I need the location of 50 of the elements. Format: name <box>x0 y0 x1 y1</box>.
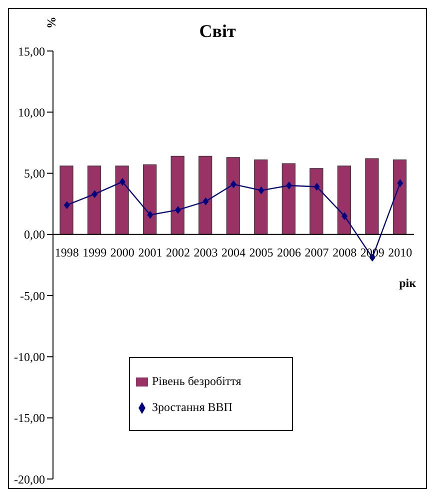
point <box>314 182 320 191</box>
bar <box>87 166 102 235</box>
bar <box>170 156 184 235</box>
y-tick-label: 0,00 <box>24 228 45 242</box>
point <box>202 197 209 206</box>
bar <box>365 158 379 235</box>
point <box>258 186 264 194</box>
bar <box>198 156 212 235</box>
y-tick-label: -10,00 <box>14 350 45 364</box>
y-tick-label: 5,00 <box>24 166 45 181</box>
y-tick-label: -15,00 <box>14 411 45 426</box>
bar <box>254 160 268 235</box>
x-tick-label: 2000 <box>110 245 134 260</box>
x-tick-label: 1998 <box>54 245 79 260</box>
bar <box>337 166 351 235</box>
y-tick-label: -20,00 <box>14 472 45 486</box>
chart-title: Світ <box>199 21 236 41</box>
x-tick-label: 2010 <box>388 245 412 260</box>
y-axis-title: % <box>44 16 58 28</box>
bar <box>60 166 74 235</box>
x-tick-label: 2007 <box>304 245 329 260</box>
x-tick-label: 2004 <box>222 245 246 260</box>
bar <box>282 163 296 235</box>
x-tick-label: 1999 <box>82 245 107 260</box>
x-tick-label: 2006 <box>277 245 302 260</box>
point <box>174 206 181 214</box>
point <box>230 180 236 188</box>
x-tick-label: 2005 <box>249 245 274 260</box>
bar <box>392 160 407 235</box>
point <box>397 179 404 188</box>
x-tick-label: 2008 <box>332 245 357 260</box>
y-tick-label: 15,00 <box>18 44 45 58</box>
bar <box>226 157 240 235</box>
point <box>119 178 126 186</box>
y-tick-label: -5,00 <box>20 288 45 303</box>
y-tick-label: 10,00 <box>18 105 45 120</box>
bar <box>310 168 324 235</box>
legend-label: Зростання ВВП <box>152 400 232 414</box>
point <box>286 182 292 190</box>
x-tick-label: 2003 <box>194 245 218 260</box>
bar <box>115 166 129 235</box>
bar <box>143 164 157 235</box>
point <box>147 210 154 219</box>
legend-label: Рівень безробіття <box>152 374 242 388</box>
point <box>92 190 98 198</box>
point <box>64 201 70 210</box>
point <box>342 212 348 220</box>
x-tick-label: 2001 <box>138 245 162 260</box>
x-tick-label: 2002 <box>166 245 190 260</box>
x-axis-title: рік <box>399 276 416 292</box>
